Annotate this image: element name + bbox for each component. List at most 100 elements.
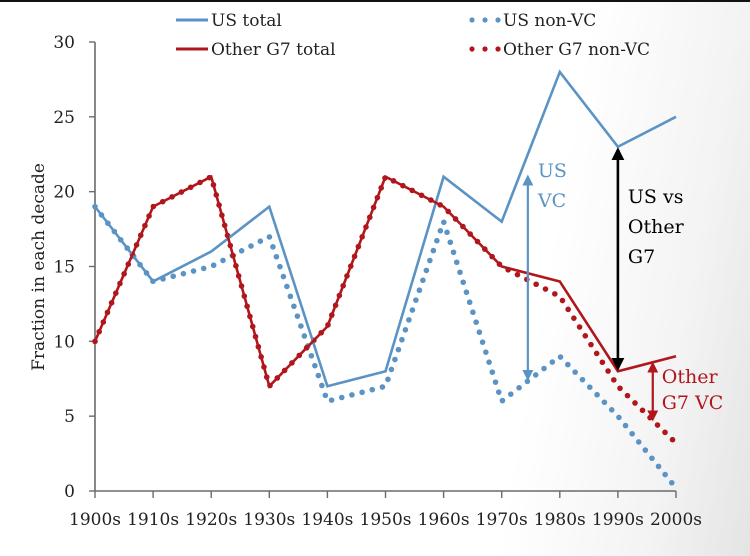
y-tick-label: 20 [53, 183, 75, 203]
series-dot-us-non-vc [287, 293, 294, 300]
top-border [0, 0, 750, 2]
series-dot-us-non-vc [499, 397, 506, 404]
series-dot-other-g7-non-vc [599, 359, 606, 366]
series-dot-us-non-vc [495, 389, 502, 395]
series-dot-us-non-vc [473, 319, 479, 326]
y-tick-label: 10 [53, 332, 75, 352]
series-dot-other-g7-non-vc [552, 291, 558, 297]
series-dot-us-non-vc [447, 239, 454, 246]
series-dot-us-non-vc [406, 317, 412, 323]
series-dot-us-non-vc [557, 354, 564, 360]
series-dot-us-non-vc [392, 356, 398, 363]
legend-dot [469, 46, 475, 52]
series-dot-us-non-vc [379, 384, 386, 390]
series-dot-other-g7-non-vc [542, 286, 549, 292]
series-dot-us-non-vc [180, 270, 187, 277]
x-tick-label: 1960s [418, 510, 470, 530]
series-dot-us-non-vc [322, 392, 329, 399]
x-tick-label: 1910s [127, 510, 179, 530]
series-dot-us-non-vc [349, 392, 355, 398]
series-dot-us-non-vc [457, 269, 463, 276]
series-other-g7-non-vc [92, 174, 676, 443]
series-dot-us-non-vc [579, 376, 586, 383]
series-dot-other-g7-non-vc [565, 306, 571, 313]
series-dot-us-non-vc [489, 369, 496, 375]
x-tick-label: 1900s [69, 510, 121, 530]
legend-item-other-g7-total: Other G7 total [176, 40, 336, 60]
y-tick-label: 30 [53, 33, 75, 53]
annotation-label-other-g7-vc: G7 VC [662, 392, 724, 414]
series-dot-us-non-vc [312, 362, 318, 369]
series-dot-us-non-vc [369, 386, 376, 393]
series-dot-us-non-vc [420, 277, 426, 284]
series-us-total [93, 69, 677, 388]
annotation-label-us-vs-other: G7 [628, 246, 655, 268]
series-dot-other-g7-non-vc [559, 297, 566, 304]
series-dot-other-g7-non-vc [588, 341, 594, 348]
series-dot-us-non-vc [388, 366, 395, 373]
series-dot-us-non-vc [416, 287, 423, 294]
legend-label-other-g7-non-vc: Other G7 non-VC [503, 40, 650, 60]
series-dot-us-non-vc [308, 352, 315, 359]
x-tick-label: 1980s [534, 510, 586, 530]
series-dot-us-non-vc [427, 257, 433, 264]
series-dot-us-non-vc [524, 378, 531, 385]
series-dot-us-non-vc [450, 249, 457, 256]
series-dot-us-non-vc [516, 384, 522, 391]
series-dot-us-non-vc [629, 430, 635, 437]
y-tick-label: 5 [64, 407, 75, 427]
series-dot-us-non-vc [594, 391, 600, 398]
series-dot-us-non-vc [532, 372, 539, 378]
series-dot-us-non-vc [437, 228, 444, 234]
series-dot-us-non-vc [655, 463, 662, 470]
legend-label-other-g7-total: Other G7 total [211, 40, 336, 60]
annotation-other-g7-vc: Other G7 VC [647, 361, 724, 422]
series-dot-us-non-vc [170, 273, 177, 280]
legend-dot [482, 46, 488, 52]
series-dot-us-non-vc [572, 369, 578, 375]
series-dot-us-non-vc [430, 247, 437, 254]
series-dot-us-non-vc [395, 346, 402, 353]
legend: US total US non-VC Other G7 total Other … [176, 11, 650, 60]
series-dot-us-non-vc [291, 303, 297, 310]
series-dot-us-non-vc [328, 397, 335, 403]
series-dot-us-non-vc [635, 439, 642, 445]
x-tick-label: 1930s [243, 510, 295, 530]
series-dot-us-non-vc [668, 479, 675, 486]
series-dot-us-non-vc [190, 268, 197, 274]
series-line-other-g7-total [93, 174, 677, 389]
legend-dot [495, 17, 501, 23]
series-dot-other-g7-non-vc [605, 368, 611, 374]
series-us-non-vc [92, 203, 675, 486]
series-dot-us-non-vc [565, 361, 571, 368]
series-dot-us-non-vc [315, 372, 322, 379]
series-dot-us-non-vc [238, 248, 245, 254]
series-dot-us-non-vc [402, 327, 409, 333]
series-dot-us-non-vc [541, 365, 547, 372]
series-dot-us-non-vc [220, 257, 226, 264]
series-dot-other-g7-non-vc [610, 377, 617, 383]
series-dot-us-non-vc [319, 382, 325, 389]
series-dot-other-g7-non-vc [632, 400, 638, 406]
series-dot-us-non-vc [486, 359, 492, 365]
series-dot-us-non-vc [608, 406, 615, 413]
legend-dot [482, 17, 488, 23]
series-dot-us-non-vc [280, 273, 287, 280]
series-dot-us-non-vc [470, 309, 476, 316]
series-dot-us-non-vc [338, 394, 345, 401]
legend-label-us-non-vc: US non-VC [503, 11, 596, 31]
series-dot-other-g7-non-vc [571, 315, 577, 321]
series-dot-us-non-vc [476, 329, 483, 335]
series-dot-us-non-vc [622, 422, 629, 429]
series-dot-us-non-vc [257, 238, 264, 244]
series-dot-us-non-vc [662, 471, 668, 478]
series-dot-us-non-vc [453, 259, 460, 266]
series-dot-us-non-vc [601, 399, 608, 406]
series-dot-us-non-vc [549, 359, 556, 365]
series-dot-us-non-vc [409, 307, 416, 313]
x-tick-label: 1950s [360, 510, 412, 530]
series-dot-other-g7-non-vc [582, 333, 589, 339]
series-dot-us-non-vc [649, 455, 655, 462]
series-layer [92, 69, 677, 486]
